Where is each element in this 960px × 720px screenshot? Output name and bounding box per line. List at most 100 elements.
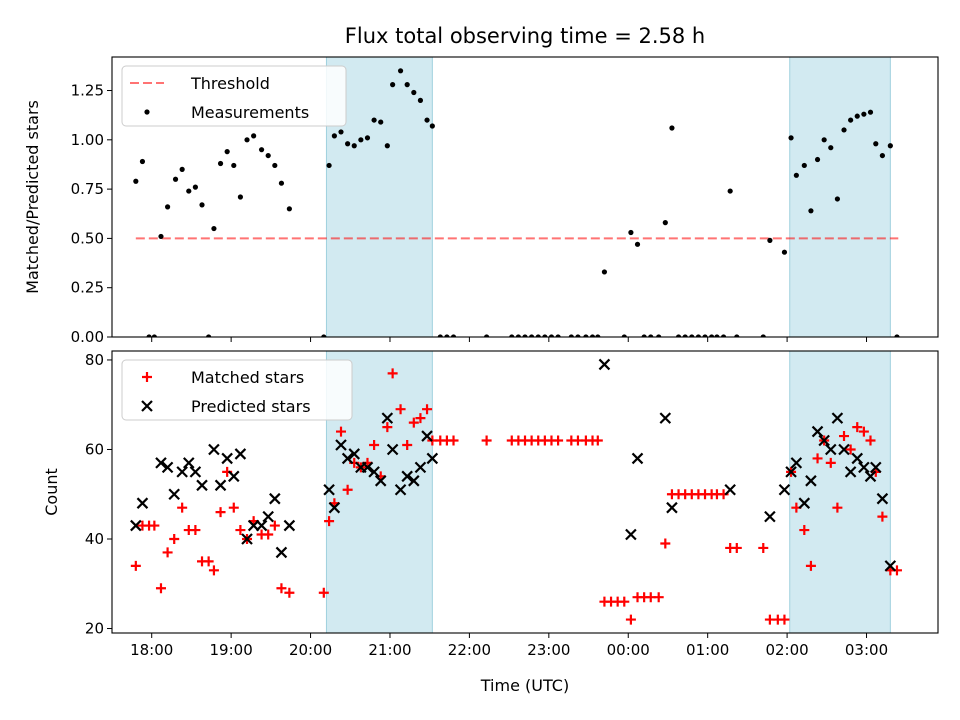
data-point [876, 492, 889, 505]
x-tick-label: 03:00 [845, 641, 888, 659]
y-tick-label: 0.75 [71, 180, 104, 198]
data-point [241, 533, 253, 545]
legend-label: Measurements [191, 103, 309, 122]
data-point [262, 510, 274, 523]
data-point [338, 129, 344, 135]
data-point [522, 334, 528, 337]
series-predicted-stars [130, 358, 897, 572]
data-point [709, 334, 715, 337]
x-tick-label: 02:00 [765, 641, 808, 659]
data-point [758, 542, 769, 553]
data-point [634, 241, 641, 247]
data-point [390, 82, 396, 88]
data-point [422, 404, 433, 415]
data-point [161, 461, 174, 474]
data-point [625, 528, 637, 541]
legend-box [121, 65, 347, 127]
x-tick-label: 21:00 [368, 641, 411, 659]
data-point [196, 479, 208, 492]
data-point [172, 176, 179, 182]
data-point [255, 519, 268, 532]
data-point [831, 412, 844, 424]
y-tick-label: 80 [85, 351, 104, 369]
data-point [215, 507, 226, 518]
data-point [858, 461, 870, 474]
data-point [448, 435, 459, 446]
data-point [401, 470, 413, 483]
data-point [772, 614, 783, 625]
data-point [206, 334, 212, 337]
data-point [535, 334, 541, 337]
data-point [228, 470, 240, 483]
data-point [861, 111, 867, 117]
data-point [177, 502, 188, 513]
data-point [812, 453, 823, 464]
data-point [542, 334, 548, 337]
data-point [714, 334, 720, 337]
data-point [601, 269, 608, 275]
data-point [731, 542, 742, 553]
data-point [387, 368, 398, 379]
data-point [887, 143, 893, 149]
data-point [182, 457, 195, 469]
y-tick-label: 1.00 [71, 131, 104, 149]
data-point [224, 149, 230, 155]
data-point [805, 560, 816, 571]
legend-label: Predicted stars [191, 397, 311, 416]
y-tick-label: 0.00 [71, 328, 104, 346]
data-point [437, 334, 443, 337]
data-point [798, 497, 811, 509]
data-point [666, 501, 678, 514]
data-point [328, 501, 341, 514]
data-point [553, 435, 564, 446]
top-panel: 0.00 0.25 0.50 0.75 1.00 1.25 Matched/Predicte… [23, 56, 939, 346]
data-point [231, 162, 237, 169]
x-tick-label: 20:00 [289, 641, 332, 659]
plot-area [130, 358, 902, 625]
data-point [799, 525, 810, 536]
data-point [648, 334, 654, 337]
data-point [767, 237, 773, 243]
y-axis-label: Count [42, 468, 61, 516]
data-point [619, 596, 630, 607]
data-point [867, 109, 874, 115]
data-point [450, 334, 457, 337]
shaded-region [789, 350, 891, 634]
data-point [244, 137, 250, 143]
data-point [682, 334, 688, 337]
data-point [323, 483, 335, 496]
data-point [734, 334, 740, 337]
data-point [790, 457, 803, 469]
data-point [402, 440, 413, 450]
data-point [189, 466, 202, 478]
data-point [879, 152, 886, 159]
data-point [788, 135, 794, 141]
data-point [825, 443, 837, 456]
data-point [130, 519, 142, 532]
data-point [211, 225, 217, 232]
data-point [371, 117, 377, 123]
data-point [568, 334, 574, 337]
data-point [368, 466, 380, 478]
plot-area [133, 68, 900, 337]
data-point [801, 162, 807, 169]
chart-title: Flux total observing time = 2.58 h [345, 24, 705, 48]
data-point [760, 334, 766, 337]
data-point [326, 162, 332, 169]
data-point [221, 452, 233, 465]
data-point [234, 448, 247, 460]
x-tick-label: 22:00 [448, 641, 491, 659]
data-point [811, 425, 824, 438]
data-point [720, 334, 727, 337]
data-point [621, 334, 627, 337]
series-matched-stars [130, 368, 902, 625]
data-point [378, 119, 384, 125]
data-point [155, 583, 166, 594]
data-point [484, 334, 490, 337]
legend-matched-swatch [142, 372, 152, 382]
data-point [429, 123, 435, 129]
data-point [805, 475, 817, 487]
data-point [369, 440, 380, 450]
data-point [251, 133, 257, 139]
shaded-region [789, 56, 891, 338]
